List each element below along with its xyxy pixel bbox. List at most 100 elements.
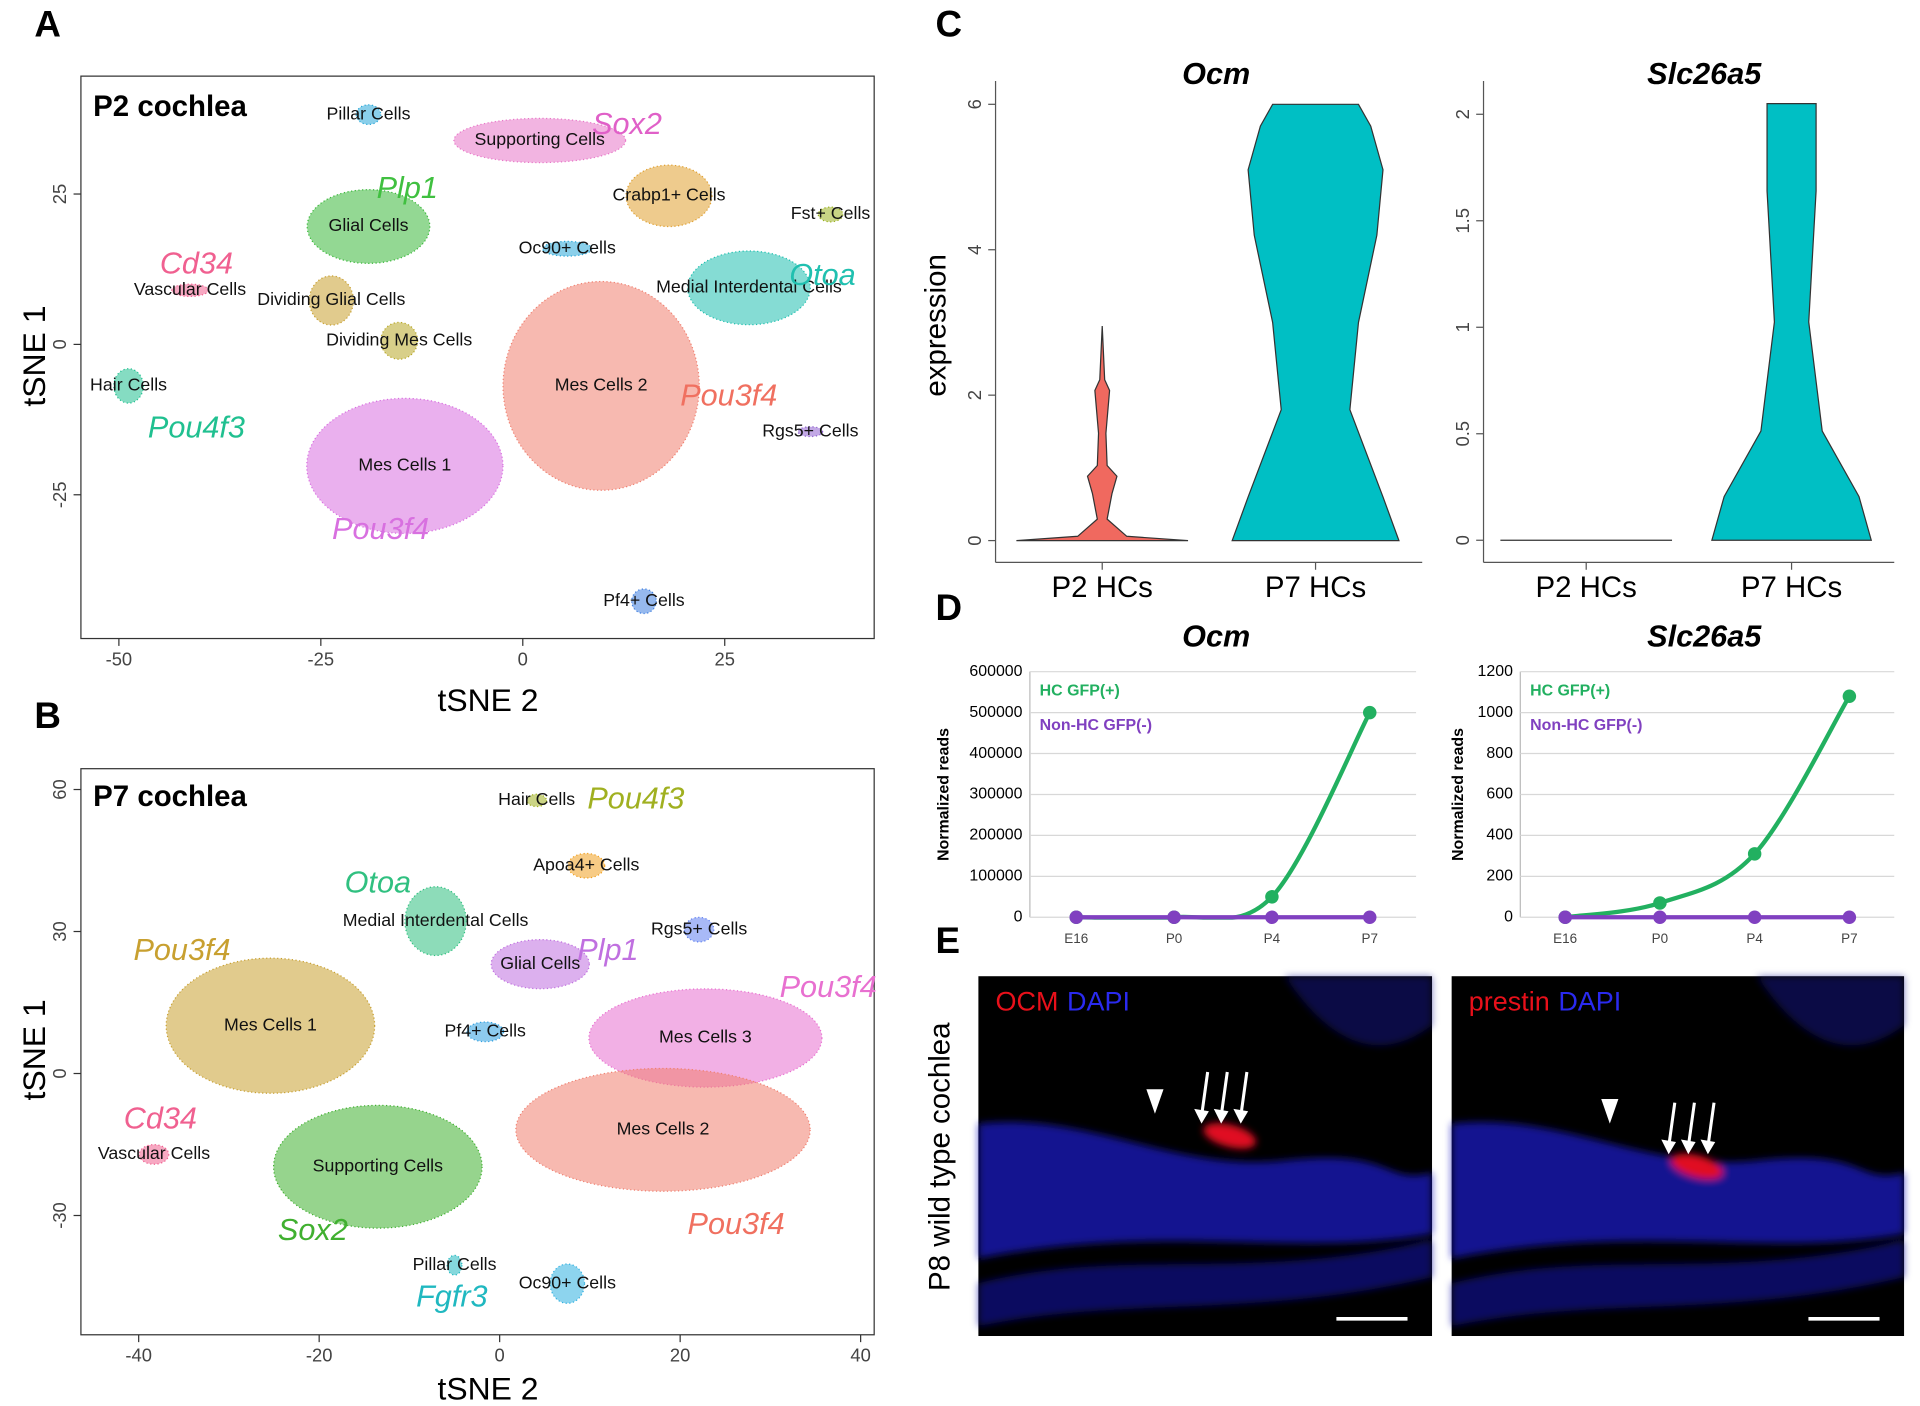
arrow-head xyxy=(1233,1108,1249,1124)
x-tick-label: P0 xyxy=(1652,931,1668,946)
gene-label: Plp1 xyxy=(577,933,638,967)
x-tick-label: 0 xyxy=(495,1345,505,1366)
y-axis-label: tSNE 1 xyxy=(16,306,52,407)
arrow-shaft xyxy=(1667,1102,1677,1148)
point xyxy=(1265,910,1279,925)
y-tick-label: 30 xyxy=(49,921,70,941)
y-tick-label: 2 xyxy=(964,390,985,400)
gene-label: Pou3f4 xyxy=(680,378,777,412)
cluster-label: Mes Cells 3 xyxy=(659,1027,752,1047)
gene-label: Cd34 xyxy=(124,1101,197,1135)
x-tick-label: P7 xyxy=(1362,931,1378,946)
cell-cluster xyxy=(625,164,713,228)
gene-label: Otoa xyxy=(345,865,411,899)
y-tick-label: 1.5 xyxy=(1452,208,1473,234)
y-tick-label: 500000 xyxy=(969,704,1022,721)
cell-cluster xyxy=(549,1263,586,1304)
cluster-label: Mes Cells 2 xyxy=(617,1119,710,1139)
tissue xyxy=(978,976,1433,1327)
x-tick-label: E16 xyxy=(1553,931,1577,946)
arrow-shaft xyxy=(1706,1102,1716,1148)
y-tick-label: -25 xyxy=(49,481,70,508)
legend-label: Non-HC GFP(-) xyxy=(1530,717,1642,734)
cluster-label: Medial Interdental Cells xyxy=(656,277,842,297)
y-tick-label: 600 xyxy=(1486,786,1513,803)
arrowhead-marker xyxy=(1601,1099,1619,1124)
y-tick-label: 25 xyxy=(49,184,70,204)
hair-cell-signal xyxy=(1670,1153,1724,1180)
cluster-label: Oc90+ Cells xyxy=(519,237,616,257)
cluster-label: Supporting Cells xyxy=(313,1155,443,1175)
x-tick-label: -40 xyxy=(125,1345,152,1366)
cluster-label: Glial Cells xyxy=(500,953,580,973)
point xyxy=(1363,910,1377,925)
cell-cluster xyxy=(170,283,209,298)
x-tick-label: P4 xyxy=(1746,931,1763,946)
arrow-shaft xyxy=(1686,1102,1696,1148)
tissue-band xyxy=(1451,1121,1905,1259)
cell-cluster xyxy=(380,321,419,360)
arrow-shaft xyxy=(1219,1071,1229,1117)
plot-frame xyxy=(80,768,875,1336)
cluster-label: Vascular Cells xyxy=(134,279,246,299)
cell-cluster xyxy=(490,939,590,990)
tissue-band xyxy=(1284,976,1433,1046)
hair-cell-signal xyxy=(1203,1123,1256,1149)
cluster-label: Medial Interdental Cells xyxy=(343,910,529,930)
y-tick-label: 4 xyxy=(964,245,985,255)
point xyxy=(1747,910,1762,925)
cell-cluster xyxy=(113,368,144,404)
y-tick-label: 0 xyxy=(49,1068,70,1078)
cluster-label: Pf4+ Cells xyxy=(444,1021,526,1041)
cell-cluster xyxy=(308,275,355,326)
y-tick-label: 0 xyxy=(1014,908,1023,925)
arrow-head xyxy=(1700,1139,1716,1155)
stain-label: OCM xyxy=(996,986,1059,1016)
cluster-label: Hair Cells xyxy=(90,375,167,395)
y-tick-label: 400000 xyxy=(969,745,1022,762)
point xyxy=(1842,689,1857,703)
cluster-label: Mes Cells 1 xyxy=(224,1014,317,1034)
tissue-band xyxy=(978,1121,1433,1259)
cell-cluster xyxy=(165,957,376,1094)
y-tick-label: 600000 xyxy=(969,663,1022,680)
cluster-label: Mes Cells 1 xyxy=(358,455,451,475)
cluster-label: Dividing Glial Cells xyxy=(257,289,405,309)
cluster-label: Apoa4+ Cells xyxy=(533,854,639,874)
cell-cluster xyxy=(526,793,548,808)
series-line xyxy=(1564,695,1852,920)
gene-label: Pou4f3 xyxy=(587,782,684,816)
point xyxy=(1363,705,1377,720)
cluster-label: Dividing Mes Cells xyxy=(326,329,472,349)
cell-cluster xyxy=(683,916,715,943)
side-label: P8 wild type cochlea xyxy=(923,1022,956,1291)
plot-title: P7 cochlea xyxy=(93,780,247,813)
panel-letter: B xyxy=(34,695,61,736)
y-tick-label: 1200 xyxy=(1478,663,1514,680)
panel-letter: D xyxy=(935,587,962,628)
y-tick-label: 0.5 xyxy=(1452,421,1473,447)
y-axis-label: Normalized reads xyxy=(935,728,952,861)
x-tick-label: -50 xyxy=(106,648,133,669)
cell-cluster xyxy=(466,1021,505,1043)
gene-label: Sox2 xyxy=(278,1213,348,1247)
x-tick-label: P2 HCs xyxy=(1536,571,1637,604)
legend-label: HC GFP(+) xyxy=(1040,683,1120,700)
y-tick-label: 300000 xyxy=(969,786,1022,803)
violin xyxy=(1231,103,1400,542)
arrow-shaft xyxy=(1239,1071,1249,1117)
arrow-head xyxy=(1194,1108,1209,1124)
point xyxy=(1842,910,1857,925)
y-tick-label: 1000 xyxy=(1478,704,1514,721)
arrowhead-marker xyxy=(1146,1089,1164,1114)
cell-cluster xyxy=(306,189,431,264)
panel-letter: E xyxy=(935,920,960,961)
gene-label: Sox2 xyxy=(592,107,662,141)
x-tick-label: 20 xyxy=(670,1345,690,1366)
cell-cluster xyxy=(687,250,811,326)
point xyxy=(1747,847,1762,861)
y-tick-label: 60 xyxy=(49,779,70,799)
point xyxy=(1653,910,1667,925)
stain-label: DAPI xyxy=(1558,986,1621,1016)
stain-label: DAPI xyxy=(1067,986,1130,1016)
